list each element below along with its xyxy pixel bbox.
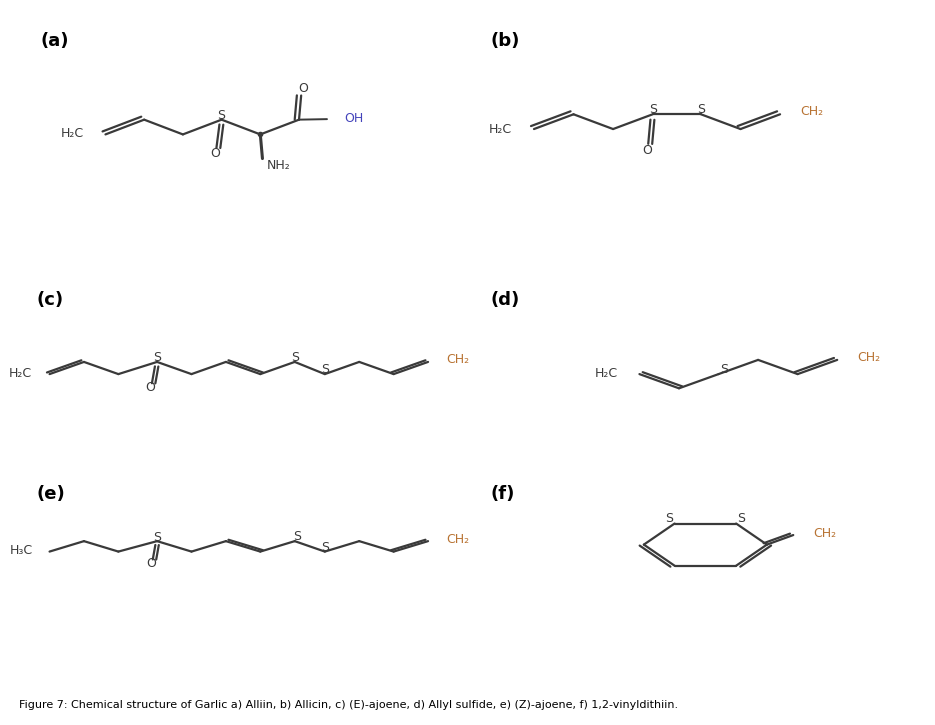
Text: Figure 7: Chemical structure of Garlic a) Alliin, b) Allicin, c) (E)-ajoene, d) : Figure 7: Chemical structure of Garlic a… <box>19 700 678 710</box>
Text: H₂C: H₂C <box>489 123 512 136</box>
Text: O: O <box>146 381 155 394</box>
Text: (f): (f) <box>490 486 514 503</box>
Text: H₂C: H₂C <box>8 367 32 380</box>
Text: (b): (b) <box>490 33 520 51</box>
Text: CH₂: CH₂ <box>446 353 469 366</box>
Text: S: S <box>293 530 301 543</box>
Text: S: S <box>666 512 673 525</box>
Text: CH₂: CH₂ <box>857 351 880 364</box>
Text: CH₂: CH₂ <box>799 105 823 118</box>
Text: (e): (e) <box>36 486 65 503</box>
Text: (d): (d) <box>490 291 519 309</box>
Text: CH₂: CH₂ <box>446 534 469 546</box>
Text: H₃C: H₃C <box>10 544 34 558</box>
Text: S: S <box>720 363 727 376</box>
Text: O: O <box>298 83 309 95</box>
Text: OH: OH <box>344 112 364 125</box>
Text: S: S <box>697 103 705 116</box>
Text: S: S <box>153 531 161 544</box>
Text: S: S <box>649 103 656 116</box>
Text: H₂C: H₂C <box>595 367 617 380</box>
Text: (c): (c) <box>36 291 64 309</box>
Text: (a): (a) <box>41 33 69 51</box>
Text: S: S <box>738 512 745 525</box>
Text: O: O <box>642 144 653 157</box>
Text: S: S <box>321 363 329 376</box>
Text: S: S <box>321 541 329 554</box>
Text: O: O <box>147 557 156 570</box>
Text: S: S <box>218 109 225 122</box>
Text: S: S <box>153 352 161 365</box>
Text: O: O <box>210 147 220 160</box>
Text: H₂C: H₂C <box>61 127 84 140</box>
Text: CH₂: CH₂ <box>813 527 836 540</box>
Text: NH₂: NH₂ <box>266 159 291 172</box>
Text: S: S <box>291 351 298 364</box>
